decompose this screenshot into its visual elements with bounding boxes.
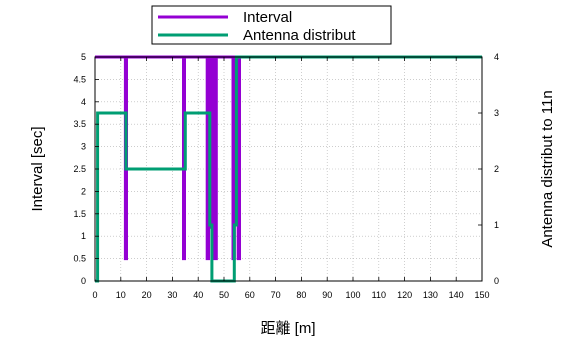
y2-tick-label: 2 (494, 164, 499, 174)
x-tick-label: 80 (296, 290, 306, 300)
y2-tick-label: 3 (494, 108, 499, 118)
x-tick-label: 60 (245, 290, 255, 300)
x-tick-label: 30 (167, 290, 177, 300)
y-tick-label: 1.5 (73, 209, 86, 219)
x-tick-label: 20 (142, 290, 152, 300)
x-tick-label: 50 (219, 290, 229, 300)
y-tick-label: 1 (81, 231, 86, 241)
x-tick-label: 0 (92, 290, 97, 300)
y2-tick-label: 1 (494, 220, 499, 230)
y-tick-label: 4.5 (73, 74, 86, 84)
x-tick-label: 120 (397, 290, 412, 300)
x-axis-ticks: 0 10 20 30 40 50 60 70 80 90 100 110 120 130 140 150 (92, 57, 490, 300)
y-tick-label: 0.5 (73, 254, 86, 264)
x-tick-label: 130 (423, 290, 438, 300)
x-tick-label: 140 (449, 290, 464, 300)
legend-label-interval: Interval (243, 9, 292, 26)
y2-tick-label: 4 (494, 52, 499, 62)
y-tick-label: 0 (81, 276, 86, 286)
series-line-interval (95, 55, 482, 261)
x-axis-title: 距離 [m] (261, 319, 316, 337)
x-tick-label: 40 (193, 290, 203, 300)
y2-tick-label: 0 (494, 276, 499, 286)
x-tick-label: 150 (474, 290, 489, 300)
y-tick-label: 2 (81, 186, 86, 196)
y2-axis-ticks: 0 1 2 3 4 (478, 52, 499, 286)
y-tick-label: 3.5 (73, 119, 86, 129)
y-axis-title: Interval [sec] (29, 126, 46, 211)
grid (95, 57, 482, 281)
y-axis-ticks: 0 0.5 1 1.5 2 2.5 3 3.5 4 4.5 5 (73, 52, 99, 286)
legend: Interval Antenna distribut (151, 5, 392, 45)
x-tick-label: 70 (271, 290, 281, 300)
series-line-antenna-distribut (95, 55, 482, 283)
x-tick-label: 90 (322, 290, 332, 300)
y-tick-label: 4 (81, 97, 86, 107)
y2-axis-title: Antenna distribut to 11n (539, 90, 556, 247)
x-tick-label: 110 (372, 290, 386, 300)
y-tick-label: 2.5 (73, 164, 86, 174)
y-tick-label: 3 (81, 142, 86, 152)
y-tick-label: 5 (81, 52, 86, 62)
series-layer (95, 55, 482, 283)
x-tick-label: 10 (116, 290, 126, 300)
legend-box (151, 5, 392, 45)
x-tick-label: 100 (345, 290, 360, 300)
legend-label-antenna: Antenna distribut (243, 27, 356, 44)
